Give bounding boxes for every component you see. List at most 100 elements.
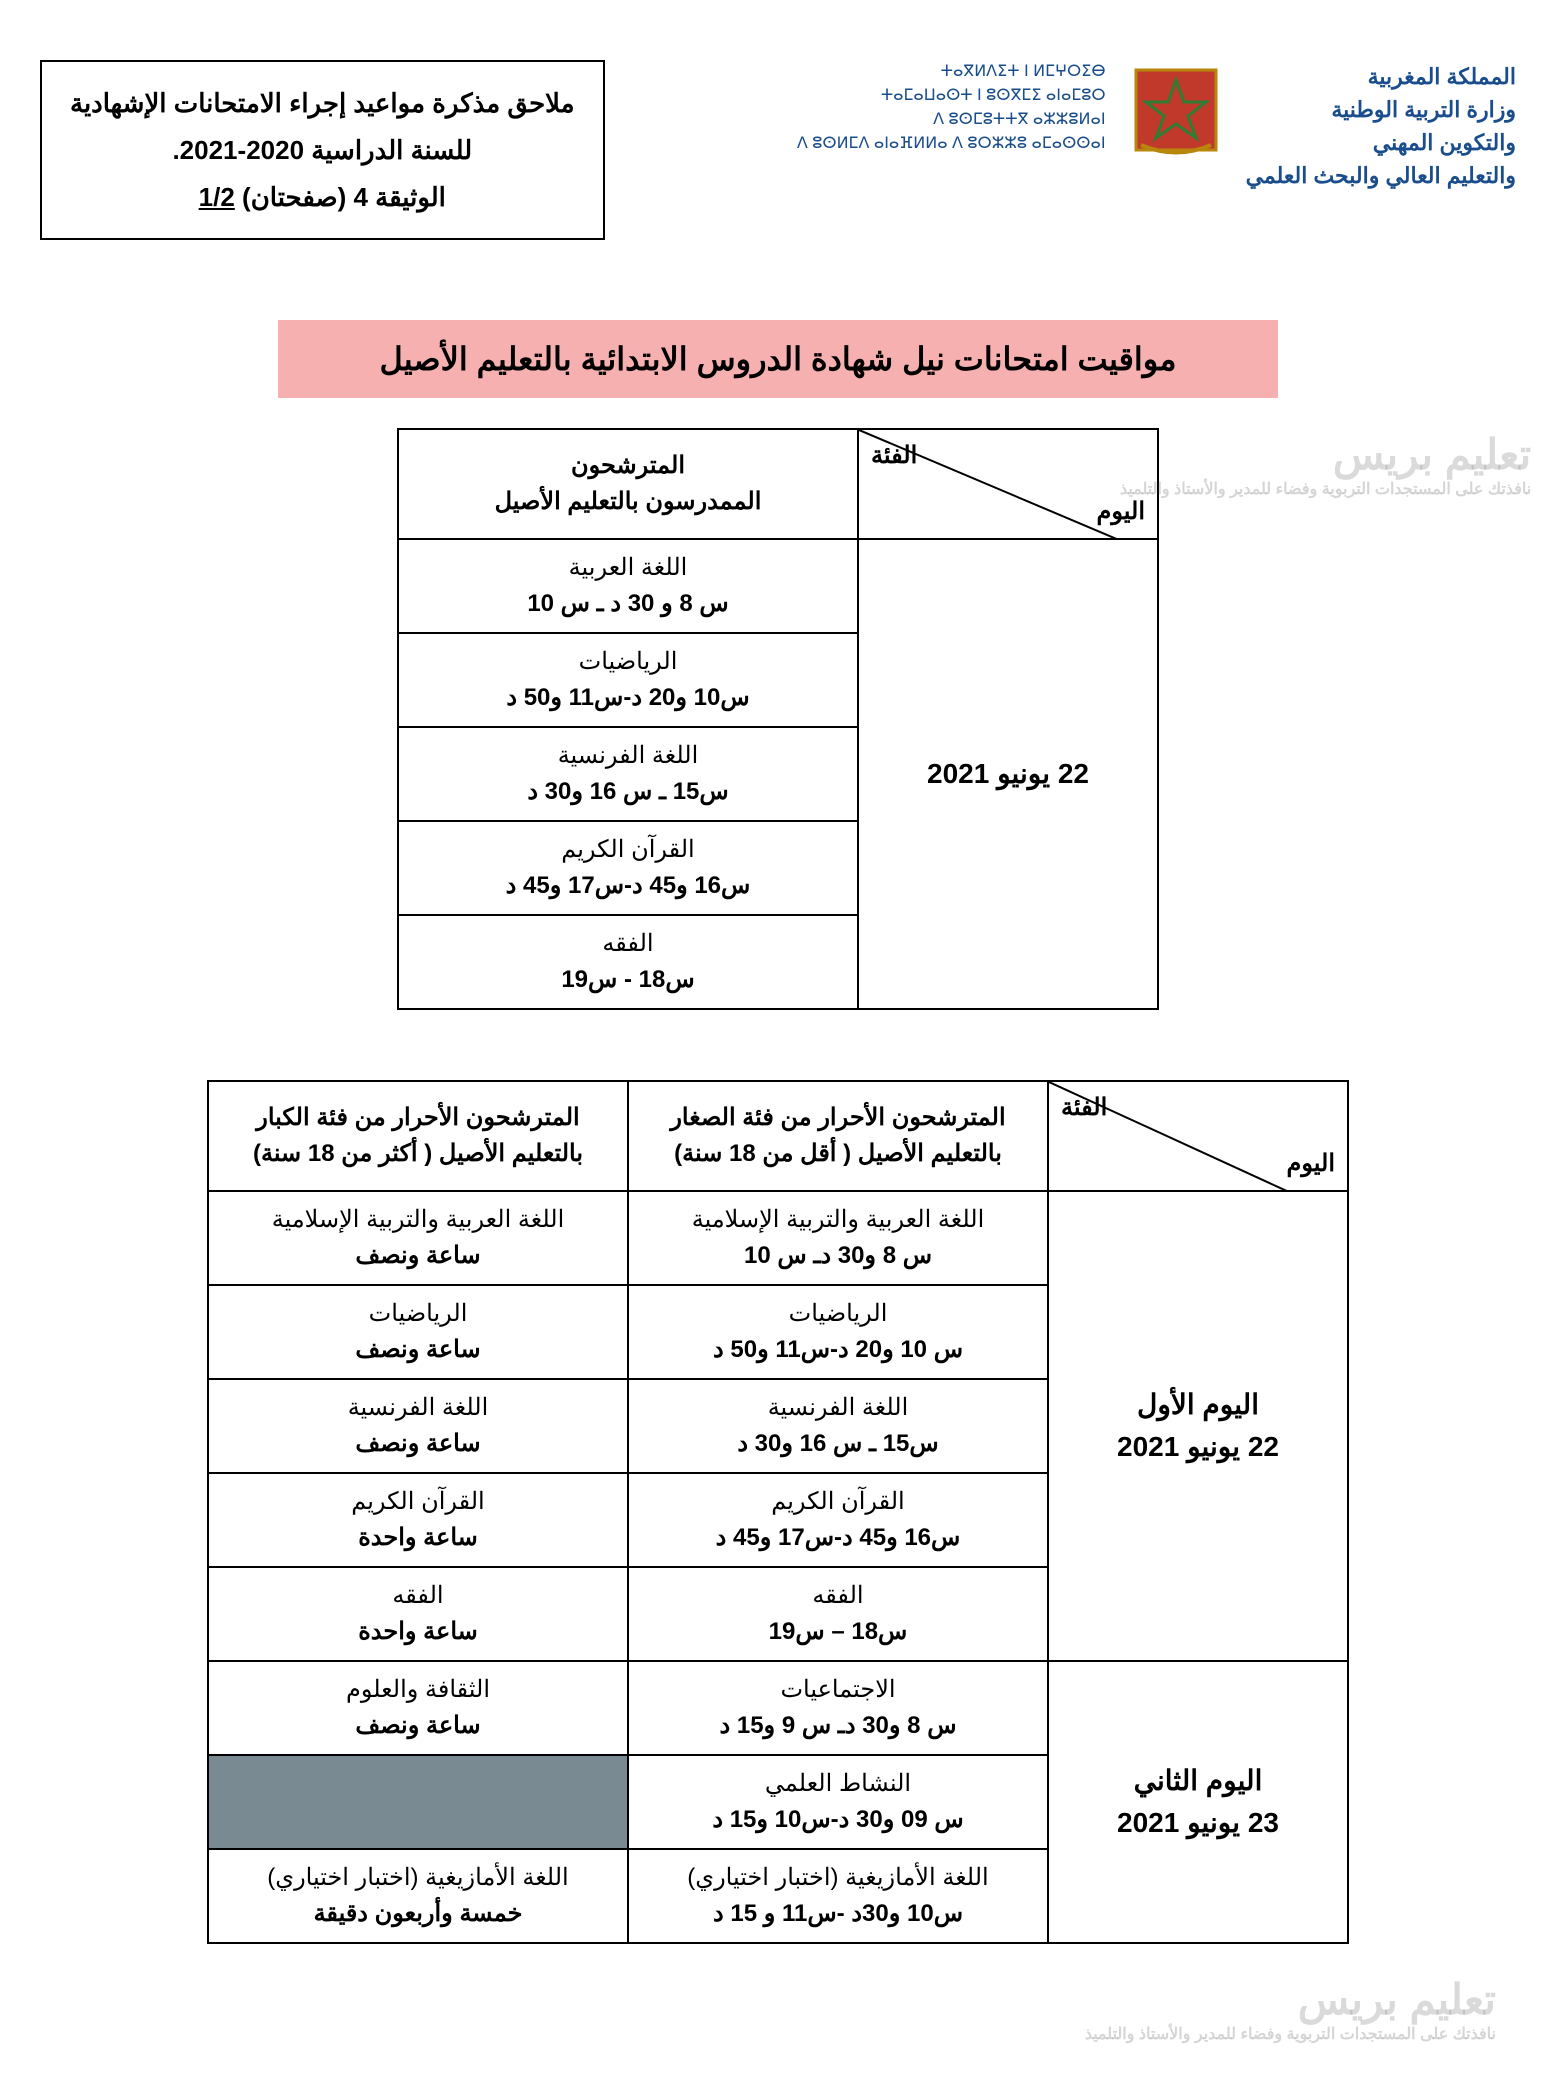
young-header-line2: بالتعليم الأصيل ( أقل من 18 سنة) (647, 1136, 1029, 1172)
subject-cell: اللغة العربية والتربية الإسلامية ساعة ون… (208, 1191, 628, 1285)
subject-name: النشاط العلمي (647, 1766, 1029, 1802)
subject-name: اللغة الفرنسية (647, 1390, 1029, 1426)
subject-name: الفقه (647, 1578, 1029, 1614)
ministry-line3: والتكوين المهني (1246, 126, 1516, 159)
subject-name: اللغة الفرنسية (417, 738, 839, 774)
subject-cell: الرياضيات س10 و20 د-س11 و50 د (398, 633, 858, 727)
subject-name: الرياضيات (647, 1296, 1029, 1332)
document-header: المملكة المغربية وزارة التربية الوطنية و… (40, 60, 1516, 240)
subject-cell: القرآن الكريم س16 و45 د-س17 و45 د (398, 821, 858, 915)
diagonal-header-cell: الفئة اليوم (1048, 1081, 1348, 1191)
subject-time: س 09 و30 د-س10 و15 د (647, 1802, 1029, 1838)
subject-cell: الثقافة والعلوم ساعة ونصف (208, 1661, 628, 1755)
subject-cell: الفقه س18 - س19 (398, 915, 858, 1009)
tifinagh-line1: ⵜⴰⴳⵍⴷⵉⵜ ⵏ ⵍⵎⵖⵔⵉⴱ (797, 60, 1106, 84)
diag-bottom-label: اليوم (1097, 494, 1145, 530)
table2-wrap: الفئة اليوم المترشحون الأحرار من فئة الص… (40, 1080, 1516, 1944)
candidates-header-line1: المترشحون (417, 448, 839, 484)
subject-cell: الرياضيات ساعة ونصف (208, 1285, 628, 1379)
subject-cell: القرآن الكريم ساعة واحدة (208, 1473, 628, 1567)
subject-time: س18 - س19 (417, 962, 839, 998)
young-header-line1: المترشحون الأحرار من فئة الصغار (647, 1100, 1029, 1136)
subject-time: س 8 و30 دـ س 9 و15 د (647, 1708, 1029, 1744)
subject-time: س10 و30د -س11 و 15 د (647, 1896, 1029, 1932)
watermark-bottom: تعليم بريس نافذتك على المستجدات التربوية… (1085, 1975, 1496, 2044)
day2-date-cell: اليوم الثاني 23 يونيو 2021 (1048, 1661, 1348, 1943)
schedule-table-2: الفئة اليوم المترشحون الأحرار من فئة الص… (207, 1080, 1349, 1944)
subject-name: اللغة العربية والتربية الإسلامية (647, 1202, 1029, 1238)
day1-label: اليوم الأول (1067, 1384, 1329, 1426)
duration: ساعة واحدة (227, 1614, 609, 1650)
day2-date: 23 يونيو 2021 (1067, 1802, 1329, 1844)
diag-bottom-label: اليوم (1287, 1146, 1335, 1182)
subject-cell: الفقه س18 – س19 (628, 1567, 1048, 1661)
subject-name: الفقه (417, 926, 839, 962)
subject-time: س 8 و 30 د ـ س 10 (417, 586, 839, 622)
exam-title-bar: مواقيت امتحانات نيل شهادة الدروس الابتدا… (278, 320, 1278, 398)
subject-cell: اللغة الأمازيغية (اختبار اختياري) س10 و3… (628, 1849, 1048, 1943)
memo-box: ملاحق مذكرة مواعيد إجراء الامتحانات الإش… (40, 60, 605, 240)
subject-name: اللغة الأمازيغية (اختبار اختياري) (227, 1860, 609, 1896)
day1-date: 22 يونيو 2021 (1067, 1426, 1329, 1468)
ministry-line4: والتعليم العالي والبحث العلمي (1246, 159, 1516, 192)
candidates-header-line2: الممدرسون بالتعليم الأصيل (417, 484, 839, 520)
duration: ساعة ونصف (227, 1426, 609, 1462)
diag-top-label: الفئة (871, 438, 917, 474)
duration: ساعة ونصف (227, 1708, 609, 1744)
subject-time: س15 ـ س 16 و30 د (647, 1426, 1029, 1462)
subject-time: س15 ـ س 16 و30 د (417, 774, 839, 810)
adult-header-line1: المترشحون الأحرار من فئة الكبار (227, 1100, 609, 1136)
subject-cell: اللغة العربية والتربية الإسلامية س 8 و30… (628, 1191, 1048, 1285)
shaded-empty-cell (208, 1755, 628, 1849)
subject-name: اللغة الفرنسية (227, 1390, 609, 1426)
subject-cell: الفقه ساعة واحدة (208, 1567, 628, 1661)
tifinagh-line2: ⵜⴰⵎⴰⵡⴰⵙⵜ ⵏ ⵓⵙⴳⵎⵉ ⴰⵏⴰⵎⵓⵔ (797, 84, 1106, 108)
subject-cell: القرآن الكريم س16 و45 د-س17 و45 د (628, 1473, 1048, 1567)
memo-line3a: الوثيقة 4 (صفحتان) (235, 182, 446, 212)
subject-name: القرآن الكريم (417, 832, 839, 868)
subject-time: س18 – س19 (647, 1614, 1029, 1650)
memo-line1: ملاحق مذكرة مواعيد إجراء الامتحانات الإش… (70, 80, 575, 127)
memo-page-indicator: 1/2 (199, 182, 235, 212)
duration: ساعة ونصف (227, 1238, 609, 1274)
diagonal-header-cell: الفئة اليوم (858, 429, 1158, 539)
duration: ساعة واحدة (227, 1520, 609, 1556)
tifinagh-text: ⵜⴰⴳⵍⴷⵉⵜ ⵏ ⵍⵎⵖⵔⵉⴱ ⵜⴰⵎⴰⵡⴰⵙⵜ ⵏ ⵓⵙⴳⵎⵉ ⴰⵏⴰⵎⵓⵔ… (797, 60, 1106, 156)
tifinagh-line4: ⴷ ⵓⵙⵍⵎⴷ ⴰⵏⴰⴼⵍⵍⴰ ⴷ ⵓⵔⵣⵣⵓ ⴰⵎⴰⵙⵙⴰⵏ (797, 132, 1106, 156)
subject-cell: اللغة الفرنسية ساعة ونصف (208, 1379, 628, 1473)
subject-name: اللغة العربية والتربية الإسلامية (227, 1202, 609, 1238)
day2-label: اليوم الثاني (1067, 1760, 1329, 1802)
subject-name: الثقافة والعلوم (227, 1672, 609, 1708)
ministry-line1: المملكة المغربية (1246, 60, 1516, 93)
subject-cell: الاجتماعيات س 8 و30 دـ س 9 و15 د (628, 1661, 1048, 1755)
schedule-table-1: الفئة اليوم المترشحون الممدرسون بالتعليم… (397, 428, 1159, 1010)
memo-line2: للسنة الدراسية 2020-2021. (70, 127, 575, 174)
ministry-text: المملكة المغربية وزارة التربية الوطنية و… (1246, 60, 1516, 192)
table-row: اليوم الثاني 23 يونيو 2021 الاجتماعيات س… (208, 1661, 1348, 1755)
table-row: 22 يونيو 2021 اللغة العربية س 8 و 30 د ـ… (398, 539, 1158, 633)
duration: خمسة وأربعون دقيقة (227, 1896, 609, 1932)
subject-cell: اللغة الفرنسية س15 ـ س 16 و30 د (628, 1379, 1048, 1473)
watermark-main: تعليم بريس (1085, 1975, 1496, 2024)
day1-date-cell: اليوم الأول 22 يونيو 2021 (1048, 1191, 1348, 1661)
subject-name: القرآن الكريم (647, 1484, 1029, 1520)
exam-date-cell: 22 يونيو 2021 (858, 539, 1158, 1009)
ministry-block: المملكة المغربية وزارة التربية الوطنية و… (797, 60, 1516, 192)
subject-cell: الرياضيات س 10 و20 د-س11 و50 د (628, 1285, 1048, 1379)
young-candidates-header: المترشحون الأحرار من فئة الصغار بالتعليم… (628, 1081, 1048, 1191)
table-row: الفئة اليوم المترشحون الأحرار من فئة الص… (208, 1081, 1348, 1191)
table-row: الفئة اليوم المترشحون الممدرسون بالتعليم… (398, 429, 1158, 539)
subject-name: اللغة العربية (417, 550, 839, 586)
table-row: اليوم الأول 22 يونيو 2021 اللغة العربية … (208, 1191, 1348, 1285)
ministry-line2: وزارة التربية الوطنية (1246, 93, 1516, 126)
subject-time: س16 و45 د-س17 و45 د (417, 868, 839, 904)
diag-top-label: الفئة (1061, 1090, 1107, 1126)
tifinagh-line3: ⴷ ⵓⵙⵎⵓⵜⵜⴳ ⴰⵣⵣⵓⵍⴰⵏ (797, 108, 1106, 132)
subject-cell: النشاط العلمي س 09 و30 د-س10 و15 د (628, 1755, 1048, 1849)
subject-name: الفقه (227, 1578, 609, 1614)
subject-cell: اللغة الفرنسية س15 ـ س 16 و30 د (398, 727, 858, 821)
subject-cell: اللغة العربية س 8 و 30 د ـ س 10 (398, 539, 858, 633)
subject-time: س10 و20 د-س11 و50 د (417, 680, 839, 716)
memo-line3: الوثيقة 4 (صفحتان) 1/2 (70, 174, 575, 221)
table1-wrap: الفئة اليوم المترشحون الممدرسون بالتعليم… (40, 428, 1516, 1010)
